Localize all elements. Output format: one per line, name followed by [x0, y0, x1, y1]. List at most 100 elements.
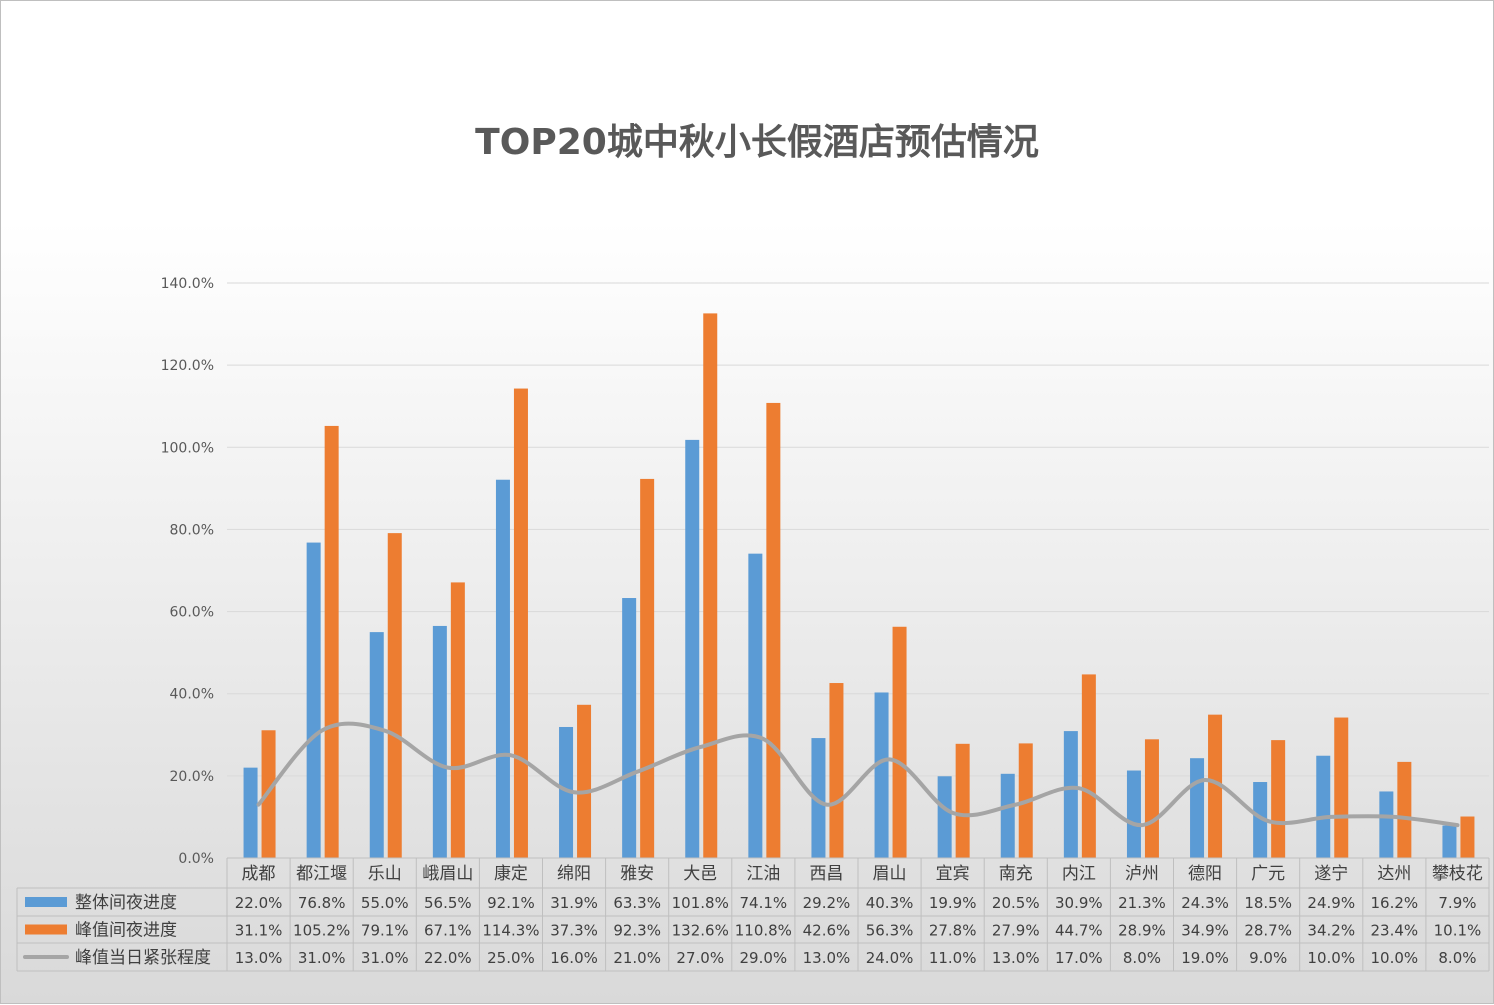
data-label: 25.0%: [487, 949, 535, 967]
category-label: 达州: [1377, 864, 1411, 884]
data-label: 8.0%: [1438, 949, 1476, 967]
bar-overall: [937, 776, 952, 858]
bar-overall: [432, 625, 447, 858]
data-label: 13.0%: [803, 949, 851, 967]
category-label: 遂宁: [1314, 864, 1348, 884]
bar-overall: [622, 598, 637, 858]
category-label: 德阳: [1188, 864, 1222, 884]
y-tick-label: 80.0%: [170, 522, 214, 538]
data-label: 92.3%: [613, 922, 661, 940]
data-label: 30.9%: [1055, 894, 1103, 912]
data-label: 110.8%: [735, 922, 792, 940]
chart-title: TOP20城中秋小长假酒店预估情况: [475, 122, 1039, 163]
data-label: 28.9%: [1118, 922, 1166, 940]
data-label: 22.0%: [235, 894, 283, 912]
category-label: 都江堰: [296, 864, 347, 884]
bar-peak: [1460, 816, 1475, 858]
data-label: 19.0%: [1181, 949, 1229, 967]
category-label: 雅安: [620, 864, 654, 884]
data-label: 17.0%: [1055, 949, 1103, 967]
bar-overall: [1316, 755, 1331, 858]
category-label: 南充: [999, 864, 1033, 884]
data-label: 31.0%: [361, 949, 409, 967]
y-tick-label: 60.0%: [170, 605, 214, 621]
bar-overall: [874, 692, 889, 858]
data-label: 20.5%: [992, 894, 1040, 912]
y-tick-label: 40.0%: [170, 687, 214, 703]
data-label: 28.7%: [1244, 922, 1292, 940]
bar-overall: [495, 479, 510, 858]
bar-peak: [577, 704, 592, 858]
data-label: 44.7%: [1055, 922, 1103, 940]
legend-key-overall: [25, 897, 67, 907]
bar-overall: [1190, 758, 1205, 858]
category-label: 内江: [1062, 864, 1096, 884]
category-label: 成都: [242, 864, 276, 884]
category-label: 广元: [1251, 864, 1285, 884]
data-label: 31.1%: [235, 922, 283, 940]
bar-peak: [450, 582, 465, 858]
data-label: 101.8%: [672, 894, 729, 912]
bar-overall: [1063, 731, 1078, 858]
legend-key-peak: [25, 924, 67, 935]
bar-overall: [811, 738, 826, 858]
data-label: 18.5%: [1244, 894, 1292, 912]
data-label: 31.0%: [298, 949, 346, 967]
data-label: 13.0%: [992, 949, 1040, 967]
data-label: 27.9%: [992, 922, 1040, 940]
bar-peak: [1144, 739, 1159, 858]
data-label: 16.2%: [1371, 894, 1419, 912]
line-tension: [256, 721, 1460, 828]
bar-overall: [1126, 770, 1141, 858]
data-label: 56.5%: [424, 894, 472, 912]
bar-overall: [559, 726, 574, 858]
data-label: 16.0%: [550, 949, 598, 967]
bar-overall: [243, 767, 258, 858]
data-label: 37.3%: [550, 922, 598, 940]
data-label: 132.6%: [672, 922, 729, 940]
category-label: 宜宾: [936, 864, 970, 884]
data-label: 21.0%: [613, 949, 661, 967]
data-label: 7.9%: [1438, 894, 1476, 912]
data-label: 13.0%: [235, 949, 283, 967]
bar-peak: [766, 402, 781, 858]
data-label: 19.9%: [929, 894, 977, 912]
data-label: 24.0%: [866, 949, 914, 967]
data-label: 27.8%: [929, 922, 977, 940]
data-label: 40.3%: [866, 894, 914, 912]
data-label: 27.0%: [676, 949, 724, 967]
bar-peak: [324, 425, 339, 858]
data-label: 55.0%: [361, 894, 409, 912]
bar-overall: [1442, 825, 1457, 858]
data-label: 67.1%: [424, 922, 472, 940]
bar-peak: [640, 478, 655, 858]
bar-overall: [1379, 791, 1394, 858]
category-label: 峨眉山: [422, 864, 473, 884]
data-label: 9.0%: [1249, 949, 1287, 967]
category-label: 康定: [494, 864, 528, 884]
category-label: 眉山: [873, 864, 907, 884]
data-label: 23.4%: [1371, 922, 1419, 940]
data-label: 34.2%: [1307, 922, 1355, 940]
bar-peak: [703, 313, 718, 859]
bar-peak: [955, 743, 970, 858]
data-label: 42.6%: [803, 922, 851, 940]
category-label: 大邑: [683, 864, 717, 884]
y-tick-label: 100.0%: [161, 440, 214, 456]
data-label: 105.2%: [293, 922, 350, 940]
data-label: 79.1%: [361, 922, 409, 940]
y-tick-label: 140.0%: [161, 276, 214, 292]
data-label: 114.3%: [482, 922, 539, 940]
bar-overall: [1253, 782, 1268, 858]
data-label: 10.0%: [1307, 949, 1355, 967]
data-label: 29.2%: [803, 894, 851, 912]
category-label: 泸州: [1125, 864, 1159, 884]
legend-label: 峰值间夜进度: [75, 921, 177, 941]
data-label: 24.3%: [1181, 894, 1229, 912]
bar-overall: [685, 439, 700, 858]
data-label: 29.0%: [740, 949, 788, 967]
category-label: 攀枝花: [1432, 864, 1483, 884]
bar-overall: [748, 553, 763, 858]
